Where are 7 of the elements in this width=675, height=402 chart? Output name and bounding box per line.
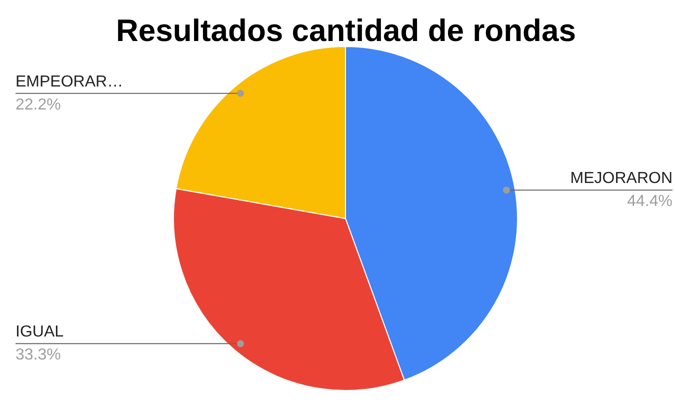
chart-title: Resultados cantidad de rondas [116,13,576,48]
data-label: 22.2% [16,96,61,114]
slice-label: EMPEORAR… [16,73,124,90]
data-label: 33.3% [16,346,61,364]
data-label: 44.4% [627,193,673,210]
slice-label: IGUAL [16,324,64,341]
slice-label: MEJORARON [570,170,673,188]
